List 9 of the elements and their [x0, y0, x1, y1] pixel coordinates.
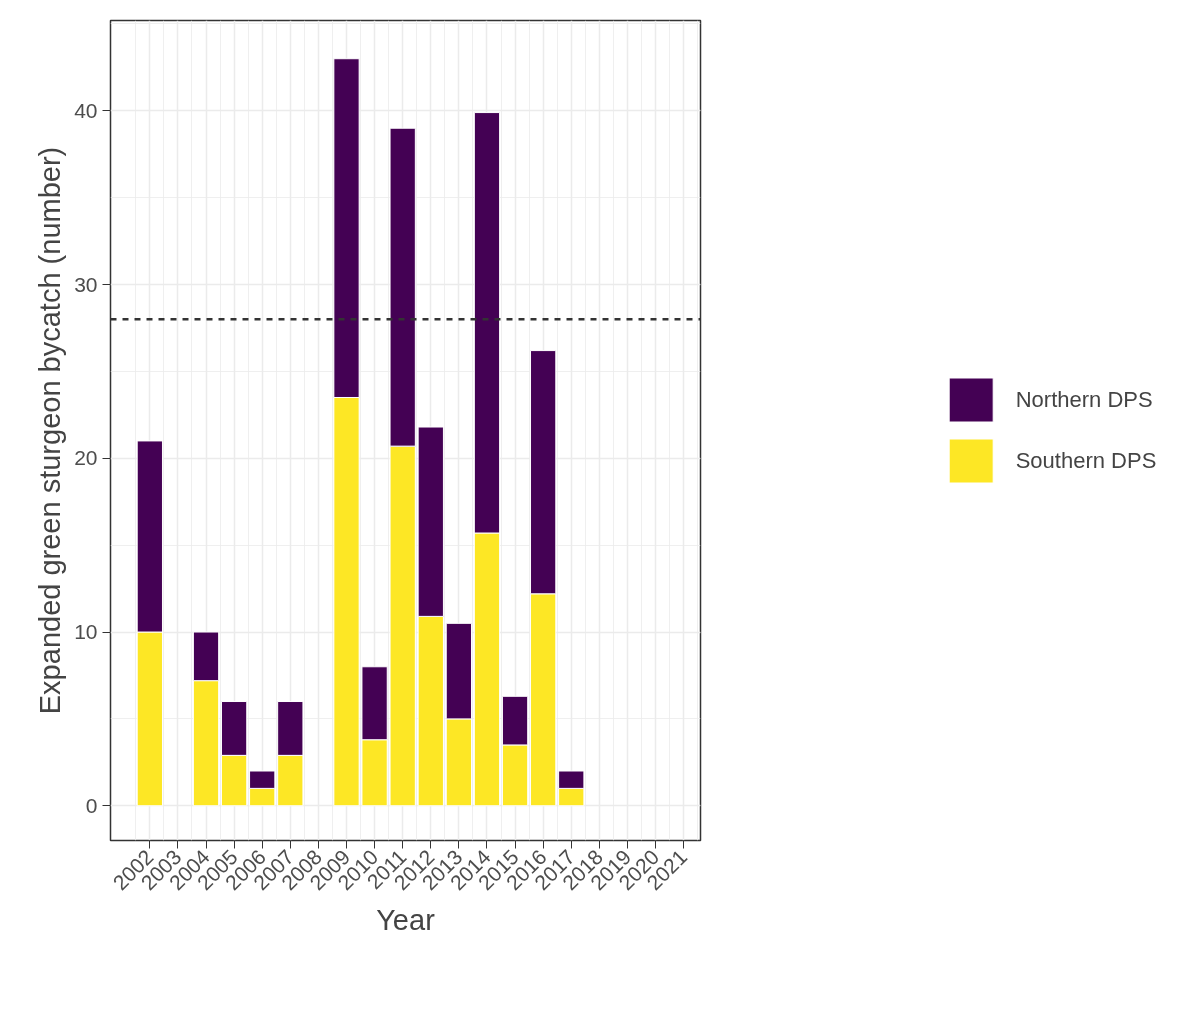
- y-tick-label: 0: [85, 793, 98, 817]
- y-tick-label: 30: [74, 272, 98, 296]
- y-tick-label: 40: [74, 98, 98, 122]
- legend-label: Southern DPS: [1015, 447, 1157, 474]
- legend-label: Northern DPS: [1015, 386, 1153, 413]
- y-tick-label: 10: [74, 620, 98, 644]
- y-axis-title: Expanded green sturgeon bycatch (number): [34, 146, 67, 715]
- x-axis-title: Year: [376, 904, 436, 937]
- y-tick-label: 20: [74, 446, 98, 470]
